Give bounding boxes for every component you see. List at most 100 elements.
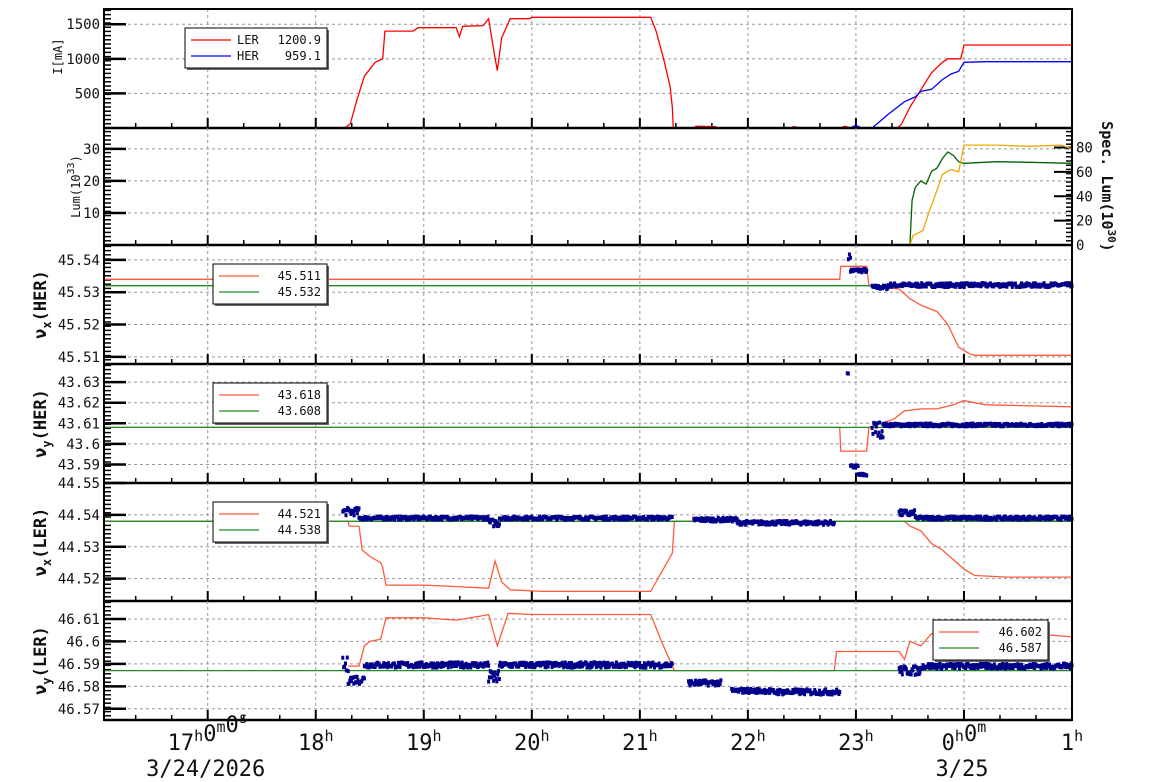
scatter-point	[708, 516, 712, 521]
scatter-point	[1042, 281, 1046, 286]
scatter-point	[933, 663, 937, 668]
scatter-point	[630, 660, 634, 665]
scatter-point	[441, 661, 445, 666]
scatter-point	[417, 514, 421, 519]
scatter-point	[407, 515, 411, 520]
scatter-point	[931, 665, 935, 670]
scatter-point	[790, 691, 794, 696]
scatter-point	[396, 664, 400, 669]
scatter-point	[884, 283, 888, 288]
y2-label-sup: 30	[1105, 230, 1118, 243]
scatter-point	[565, 663, 569, 668]
scatter-point	[702, 680, 706, 685]
y-tick-label: 44.52	[58, 572, 100, 588]
y-tick-label: 46.6	[66, 634, 100, 650]
scatter-point	[619, 665, 623, 670]
scatter-point	[912, 422, 916, 427]
scatter-point	[740, 687, 744, 692]
scatter-point	[711, 519, 715, 524]
legend: LER 1200.9 HER 959.1	[184, 27, 329, 70]
scatter-point	[880, 429, 884, 434]
x-label-part: 19	[406, 731, 433, 756]
scatter-point	[826, 692, 830, 697]
scatter-point	[792, 689, 796, 694]
scatter-point	[570, 665, 574, 670]
scatter-point	[657, 517, 661, 522]
legend-value: 46.587	[999, 641, 1042, 655]
scatter-point	[601, 514, 605, 519]
scatter-point	[617, 665, 621, 670]
scatter-point	[954, 664, 958, 669]
scatter-point	[584, 661, 588, 666]
scatter-point	[497, 663, 501, 668]
x-tick-label: 19h	[406, 727, 442, 756]
scatter-point	[925, 514, 929, 519]
scatter-point	[404, 515, 408, 520]
scatter-point	[785, 519, 789, 524]
scatter-point	[946, 284, 950, 289]
scatter-point	[960, 284, 964, 289]
scatter-point	[883, 423, 887, 428]
scatter-point	[951, 665, 955, 670]
scatter-point	[349, 511, 353, 516]
scatter-point	[782, 691, 786, 696]
scatter-point	[958, 517, 962, 522]
scatter-point	[1007, 665, 1011, 670]
scatter-point	[472, 661, 476, 666]
y-tick-label: 20	[83, 174, 100, 190]
scatter-point	[634, 514, 638, 519]
scatter-point	[345, 655, 349, 660]
scatter-point	[733, 518, 737, 523]
scatter-point	[966, 661, 970, 666]
scatter-point	[975, 662, 979, 667]
scatter-point	[993, 421, 997, 426]
x-label-sup: s	[239, 709, 248, 727]
scatter-point	[616, 662, 620, 667]
scatter-point	[494, 519, 498, 524]
scatter-point	[343, 508, 347, 513]
scatter-point	[663, 661, 667, 666]
scatter-point	[814, 690, 818, 695]
scatter-point	[849, 269, 853, 274]
scatter-point	[601, 663, 605, 668]
scatter-point	[354, 680, 358, 685]
legend: 45.511 45.532	[212, 263, 329, 306]
scatter-point	[492, 518, 496, 523]
scatter-point	[901, 667, 905, 672]
scatter-point	[1064, 665, 1068, 670]
scatter-point	[632, 661, 636, 666]
scatter-point	[386, 661, 390, 666]
scatter-point	[799, 687, 803, 692]
y-label-sub: y	[40, 440, 54, 447]
scatter-point	[775, 691, 779, 696]
scatter-point	[397, 661, 401, 666]
scatter-point	[728, 518, 732, 523]
scatter-point	[382, 661, 386, 666]
scatter-point	[528, 664, 532, 669]
scatter-point	[873, 422, 877, 427]
scatter-point	[1003, 666, 1007, 671]
x-label-sup: h	[194, 727, 203, 745]
scatter-point	[969, 666, 973, 671]
y-axis-label: νy(LER)	[31, 626, 54, 695]
legend-value: 44.538	[278, 523, 321, 537]
scatter-point	[686, 679, 690, 684]
scatter-point	[756, 690, 760, 695]
scatter-point	[1057, 662, 1061, 667]
scatter-point	[947, 281, 951, 286]
scatter-point	[1038, 664, 1042, 669]
scatter-point	[750, 687, 754, 692]
scatter-point	[614, 660, 618, 665]
scatter-point	[1018, 515, 1022, 520]
scatter-point	[729, 515, 733, 520]
scatter-point	[460, 660, 464, 665]
scatter-point	[933, 285, 937, 290]
y-tick-label: 44.54	[58, 508, 100, 524]
scatter-point	[622, 517, 626, 522]
scatter-point	[730, 519, 734, 524]
scatter-point	[1039, 666, 1043, 671]
scatter-point	[764, 522, 768, 527]
scatter-point	[1001, 661, 1005, 666]
scatter-point	[907, 281, 911, 286]
